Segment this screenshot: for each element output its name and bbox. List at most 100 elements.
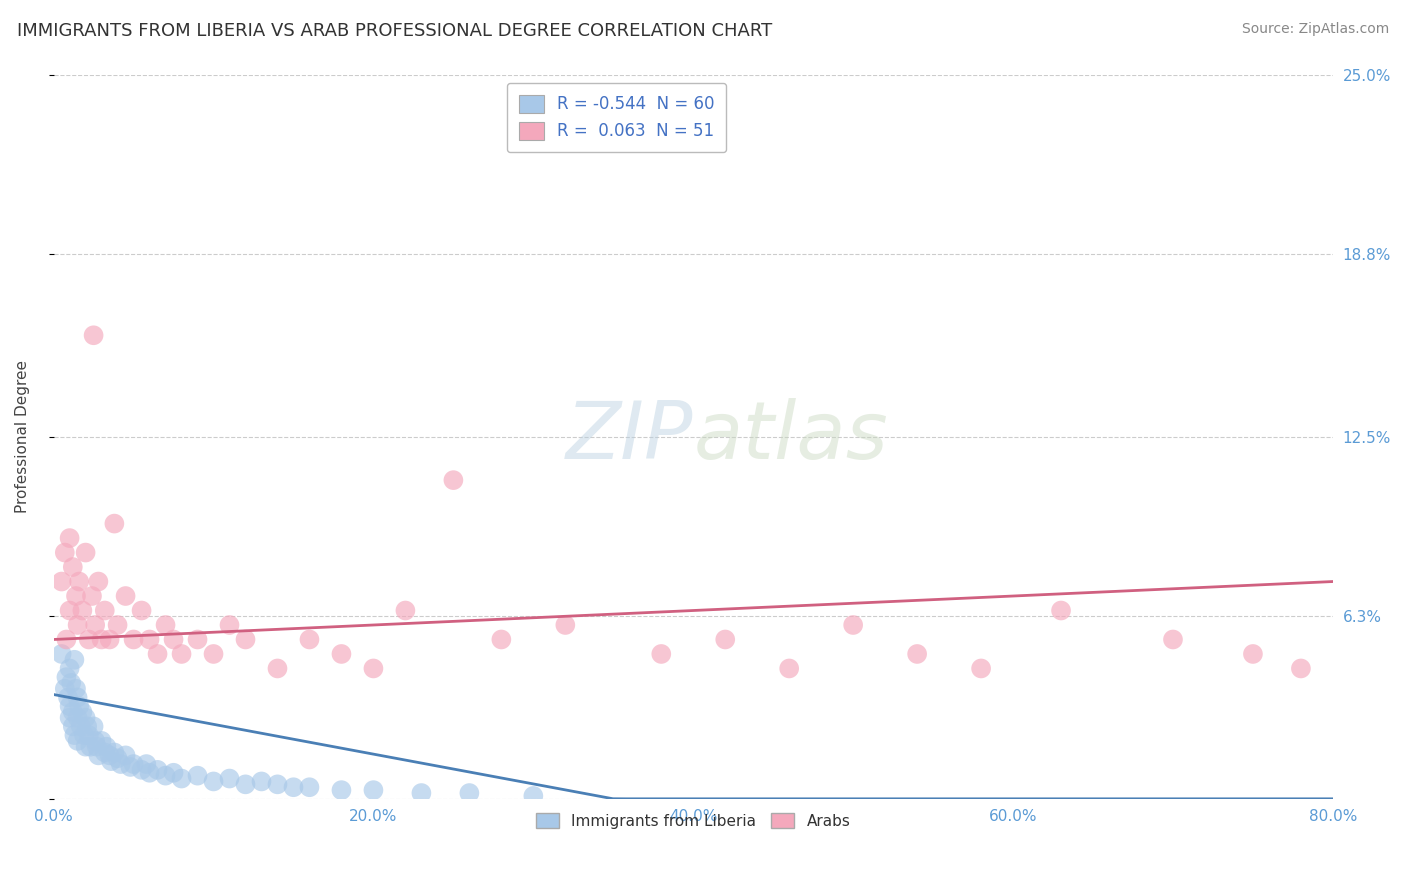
Point: [458, 786, 481, 800]
Point: [77, 728, 100, 742]
Point: [96, 739, 118, 754]
Point: [53, 545, 76, 559]
Point: [218, 618, 240, 632]
Point: [67, 699, 90, 714]
Point: [59, 531, 82, 545]
Point: [67, 574, 90, 589]
Point: [441, 473, 464, 487]
Point: [170, 772, 193, 786]
Point: [83, 719, 105, 733]
Point: [75, 739, 97, 754]
Point: [970, 661, 993, 675]
Point: [65, 589, 87, 603]
Point: [83, 328, 105, 343]
Point: [842, 618, 865, 632]
Point: [60, 676, 83, 690]
Point: [84, 618, 107, 632]
Point: [186, 769, 208, 783]
Point: [122, 632, 145, 647]
Point: [1289, 661, 1312, 675]
Point: [98, 632, 121, 647]
Point: [59, 603, 82, 617]
Point: [131, 603, 153, 617]
Point: [72, 705, 94, 719]
Point: [84, 734, 107, 748]
Point: [155, 769, 177, 783]
Point: [59, 661, 82, 675]
Point: [79, 739, 101, 754]
Point: [235, 632, 257, 647]
Point: [162, 765, 184, 780]
Point: [76, 719, 98, 733]
Point: [66, 690, 89, 705]
Legend: Immigrants from Liberia, Arabs: Immigrants from Liberia, Arabs: [530, 806, 856, 835]
Point: [63, 728, 86, 742]
Point: [87, 748, 110, 763]
Point: [114, 589, 136, 603]
Point: [411, 786, 433, 800]
Text: ZIP: ZIP: [565, 398, 693, 475]
Point: [103, 516, 125, 531]
Point: [66, 711, 89, 725]
Point: [554, 618, 576, 632]
Point: [94, 603, 117, 617]
Point: [69, 719, 91, 733]
Point: [86, 739, 108, 754]
Point: [394, 603, 416, 617]
Point: [53, 681, 76, 696]
Point: [650, 647, 672, 661]
Point: [59, 711, 82, 725]
Point: [90, 632, 112, 647]
Point: [66, 618, 89, 632]
Text: Source: ZipAtlas.com: Source: ZipAtlas.com: [1241, 22, 1389, 37]
Point: [283, 780, 305, 795]
Point: [1241, 647, 1264, 661]
Point: [363, 661, 385, 675]
Point: [59, 699, 82, 714]
Point: [110, 757, 132, 772]
Point: [363, 783, 385, 797]
Point: [1050, 603, 1073, 617]
Point: [107, 618, 129, 632]
Point: [65, 681, 87, 696]
Point: [122, 757, 145, 772]
Point: [103, 746, 125, 760]
Point: [298, 632, 321, 647]
Point: [94, 746, 117, 760]
Point: [266, 661, 288, 675]
Point: [75, 711, 97, 725]
Point: [186, 632, 208, 647]
Point: [107, 751, 129, 765]
Point: [80, 589, 103, 603]
Point: [202, 774, 225, 789]
Point: [98, 748, 121, 763]
Point: [63, 653, 86, 667]
Point: [131, 763, 153, 777]
Point: [1161, 632, 1184, 647]
Point: [146, 763, 169, 777]
Point: [491, 632, 513, 647]
Point: [146, 647, 169, 661]
Point: [135, 757, 157, 772]
Text: atlas: atlas: [693, 398, 889, 475]
Point: [218, 772, 240, 786]
Point: [298, 780, 321, 795]
Point: [266, 777, 288, 791]
Point: [55, 670, 77, 684]
Point: [51, 574, 73, 589]
Point: [905, 647, 928, 661]
Point: [778, 661, 800, 675]
Point: [55, 632, 77, 647]
Point: [62, 719, 84, 733]
Point: [75, 545, 97, 559]
Point: [330, 783, 353, 797]
Point: [73, 728, 96, 742]
Point: [66, 734, 89, 748]
Point: [56, 690, 79, 705]
Point: [138, 765, 160, 780]
Point: [235, 777, 257, 791]
Point: [90, 734, 112, 748]
Point: [72, 603, 94, 617]
Point: [138, 632, 160, 647]
Point: [202, 647, 225, 661]
